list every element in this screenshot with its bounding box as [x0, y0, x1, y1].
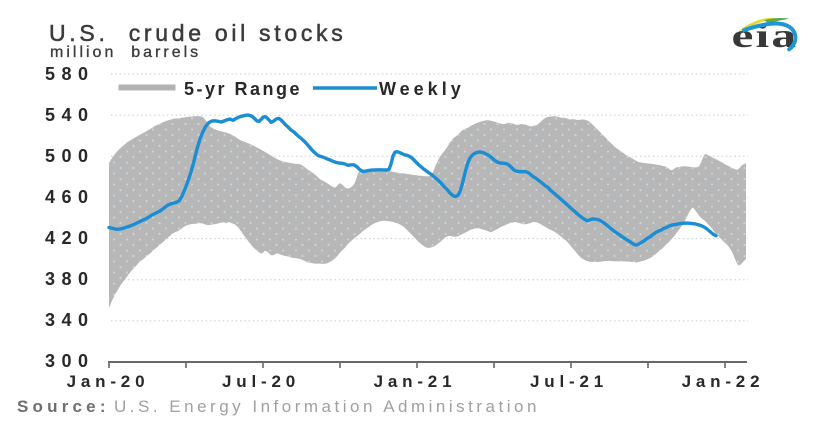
svg-text:420: 420	[45, 228, 95, 248]
svg-text:U.S. Energy Information Admini: U.S. Energy Information Administration	[114, 397, 540, 416]
svg-text:U.S. crude oil stocks: U.S. crude oil stocks	[49, 20, 346, 46]
svg-text:380: 380	[45, 269, 95, 289]
svg-text:5-yr Range: 5-yr Range	[184, 79, 302, 99]
svg-text:460: 460	[45, 187, 95, 207]
svg-text:540: 540	[45, 105, 95, 125]
svg-text:Weekly: Weekly	[379, 79, 465, 99]
svg-text:million barrels: million barrels	[50, 44, 201, 61]
svg-text:300: 300	[45, 351, 95, 371]
svg-text:Jul-20: Jul-20	[222, 372, 300, 391]
svg-text:Jan-20: Jan-20	[67, 372, 150, 391]
svg-text:Jan-21: Jan-21	[374, 372, 457, 391]
svg-text:580: 580	[45, 64, 95, 84]
svg-text:Source:: Source:	[17, 397, 110, 416]
svg-text:Jan-22: Jan-22	[682, 372, 765, 391]
svg-text:Jul-21: Jul-21	[530, 372, 608, 391]
svg-text:500: 500	[45, 146, 95, 166]
svg-text:340: 340	[45, 310, 95, 330]
